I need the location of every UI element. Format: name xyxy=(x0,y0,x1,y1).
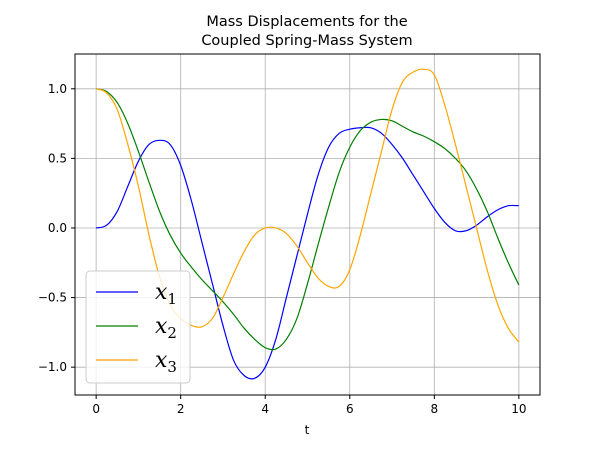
x-tick-label: 4 xyxy=(261,402,269,416)
y-tick-label: 1.0 xyxy=(48,82,67,96)
legend-label-x3: x3 xyxy=(155,348,177,376)
chart-title-line-2: Coupled Spring-Mass System xyxy=(201,33,412,49)
y-tick-label: 0.0 xyxy=(48,221,67,235)
legend-label-x2: x2 xyxy=(155,314,177,342)
y-tick-label: 0.5 xyxy=(48,151,67,165)
x-axis-label: t xyxy=(305,423,310,437)
x-tick-label: 2 xyxy=(177,402,185,416)
y-tick-label: −1.0 xyxy=(38,360,67,374)
legend-label-subscript: 2 xyxy=(167,324,177,342)
legend-label-subscript: 1 xyxy=(167,290,177,308)
y-tick-label: −0.5 xyxy=(38,291,67,305)
y-axis-ticks: −1.0 −0.5 0.0 0.5 1.0 xyxy=(38,82,75,374)
series-line-x2 xyxy=(95,88,520,351)
legend-label-base: x xyxy=(155,348,168,373)
series-line-x1 xyxy=(95,126,519,380)
legend-label-base: x xyxy=(155,280,168,305)
x-axis-ticks: 0 2 4 6 8 10 xyxy=(92,395,527,416)
legend-label-x1: x1 xyxy=(155,280,177,308)
legend-box xyxy=(85,270,191,384)
plot-area-frame xyxy=(74,53,541,396)
legend-label-base: x xyxy=(155,314,168,339)
legend-label-subscript: 3 xyxy=(167,358,177,376)
x-tick-label: 6 xyxy=(346,402,354,416)
x-tick-label: 0 xyxy=(92,402,100,416)
x-tick-label: 10 xyxy=(511,402,526,416)
chart-title-line-1: Mass Displacements for the xyxy=(206,14,407,30)
x-tick-label: 8 xyxy=(430,402,438,416)
